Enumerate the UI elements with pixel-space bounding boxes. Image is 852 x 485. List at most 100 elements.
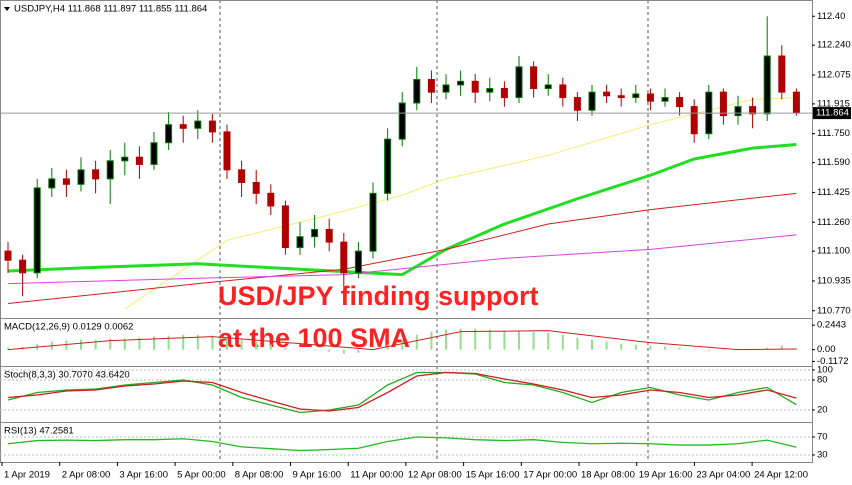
panel-title: USDJPY,H4 111.868 111.897 111.855 111.86… — [14, 4, 207, 15]
macd-bar — [415, 334, 418, 350]
macd-bar — [299, 349, 301, 351]
y-tick-label: 70 — [817, 431, 828, 442]
macd-bar — [620, 343, 623, 350]
y-tick-label: 0.00 — [817, 344, 836, 355]
macd-bar — [488, 329, 491, 350]
y-tick-label: 111.260 — [817, 217, 850, 228]
macd-bar — [123, 338, 126, 350]
candle-body — [690, 106, 698, 135]
x-tick-label: 5 Apr 00:00 — [177, 470, 226, 481]
x-tick-label: 3 Apr 16:00 — [119, 470, 168, 481]
candle-body — [340, 241, 348, 274]
macd-bar — [328, 349, 331, 352]
x-tick-label: 9 Apr 16:00 — [293, 470, 342, 481]
candle-body — [588, 91, 596, 111]
candle-body — [252, 181, 260, 194]
y-tick-label: 111.750 — [817, 128, 850, 139]
macd-bar — [284, 347, 287, 350]
candle-body — [62, 178, 70, 185]
macd-bar — [80, 339, 82, 350]
candle-body — [734, 106, 742, 117]
candle-body — [763, 55, 771, 115]
macd-bar — [167, 335, 170, 350]
candle-body — [4, 250, 12, 261]
candle-body — [544, 84, 552, 90]
macd-bar — [780, 345, 783, 350]
macd-bar — [357, 349, 360, 353]
macd-bar — [445, 329, 447, 350]
candle-body — [384, 138, 392, 194]
candle-body — [515, 66, 523, 99]
macd-bar — [591, 339, 593, 350]
macd-bar — [7, 347, 9, 350]
macd-bar — [313, 349, 316, 351]
candle-body — [749, 106, 757, 115]
macd-bar — [153, 336, 155, 350]
moving-average — [124, 97, 797, 310]
candle-body — [106, 160, 114, 180]
macd-bar — [226, 337, 228, 350]
candle-body — [442, 84, 450, 93]
moving-average — [7, 234, 797, 285]
candle-body — [719, 91, 727, 117]
x-tick-label: 12 Apr 08:00 — [408, 470, 462, 481]
candle-body — [500, 88, 508, 99]
x-tick-label: 11 Apr 00:00 — [350, 470, 403, 481]
signal-line — [7, 330, 797, 351]
collapse-icon — [4, 7, 10, 11]
candle-body — [19, 259, 27, 274]
candle-body — [471, 80, 479, 93]
candle-body — [179, 124, 187, 129]
macd-bar — [109, 338, 112, 350]
macd-bar — [649, 345, 652, 350]
candle-body — [427, 79, 435, 93]
candle-body — [413, 79, 421, 104]
last-price-box — [813, 107, 851, 120]
macd-bar — [342, 349, 345, 354]
y-tick-label: 111.915 — [817, 98, 850, 109]
macd-bar — [766, 347, 769, 350]
candle-body — [150, 142, 158, 165]
macd-bar — [459, 328, 462, 350]
candle-body — [530, 66, 538, 90]
macd-bar — [65, 340, 68, 350]
candle-body — [603, 91, 611, 97]
candle-body — [165, 124, 173, 144]
candle-body — [486, 88, 494, 93]
y-tick-label: 112.40 — [817, 11, 845, 22]
x-tick-label: 18 Apr 08:00 — [581, 470, 635, 481]
annotation: USD/JPY finding support — [218, 281, 539, 311]
moving-average — [7, 143, 797, 277]
y-tick-label: 111.100 — [817, 246, 850, 257]
x-tick-label: 19 Apr 16:00 — [639, 470, 693, 481]
macd-bar — [547, 332, 550, 350]
candle-body — [311, 228, 319, 238]
candle-body — [632, 93, 640, 99]
macd-bar — [269, 344, 272, 350]
y-tick-label: 80 — [817, 375, 828, 386]
candle-body — [369, 192, 377, 252]
candle-body — [77, 169, 85, 185]
candle-body — [135, 156, 143, 165]
candle-body — [559, 84, 567, 99]
candle-body — [238, 169, 246, 183]
moving-average — [7, 192, 797, 305]
x-tick-label: 24 Apr 12:00 — [754, 470, 808, 481]
candle-body — [778, 55, 786, 93]
y-tick-label: 0.2443 — [817, 320, 846, 331]
macd-bar — [561, 334, 564, 350]
x-tick-label: 23 Apr 04:00 — [696, 470, 750, 481]
y-tick-label: 100 — [817, 365, 833, 376]
y-tick-label: 30 — [817, 449, 828, 460]
x-tick-label: 1 Apr 2019 — [4, 470, 50, 481]
macd-bar — [401, 339, 404, 350]
macd-bar — [605, 341, 608, 350]
macd-bar — [795, 348, 798, 350]
macd-bar — [503, 330, 506, 350]
candle-body — [48, 178, 56, 189]
candle-body — [121, 156, 129, 162]
macd-bar — [430, 331, 433, 350]
y-tick-label: 20 — [817, 405, 828, 416]
candle-body — [281, 205, 289, 249]
candle-body — [33, 187, 41, 274]
